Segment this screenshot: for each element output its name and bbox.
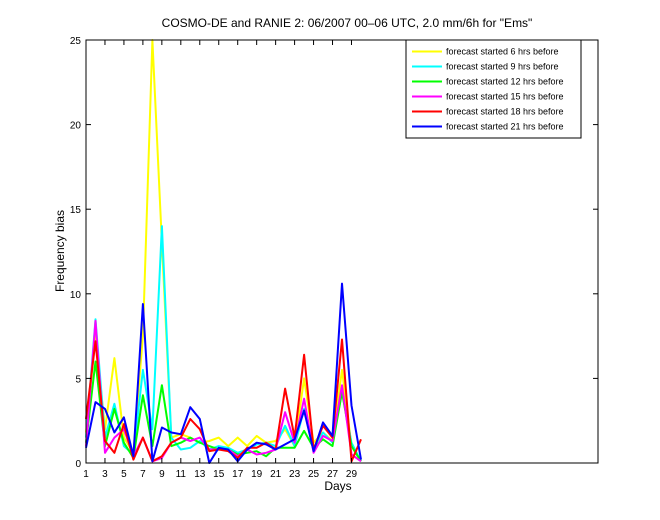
x-tick-label: 25 [308, 469, 320, 480]
x-tick-label: 15 [213, 469, 225, 480]
legend-entry-1: forecast started 6 hrs before [446, 47, 559, 57]
x-tick-label: 7 [140, 469, 146, 480]
y-tick-label: 5 [75, 374, 81, 385]
legend-entry-6: forecast started 21 hrs before [446, 122, 564, 132]
chart-title: COSMO-DE and RANIE 2: 06/2007 00–06 UTC,… [162, 16, 533, 30]
x-tick-label: 29 [346, 469, 358, 480]
legend-box [405, 39, 582, 139]
y-axis-label: Frequency bias [53, 210, 67, 292]
legend-entry-4: forecast started 15 hrs before [446, 92, 564, 102]
x-tick-label: 13 [194, 469, 206, 480]
plot-area-frame [85, 39, 599, 464]
x-tick-label: 9 [159, 469, 165, 480]
x-tick-label: 11 [176, 469, 187, 480]
legend-entry-5: forecast started 18 hrs before [446, 107, 564, 117]
series-layer [85, 39, 362, 464]
y-tick-label: 15 [70, 205, 82, 216]
x-tick-label: 21 [270, 469, 282, 480]
x-tick-label: 23 [289, 469, 301, 480]
x-tick-label: 17 [232, 469, 244, 480]
legend-entry-3: forecast started 12 hrs before [446, 77, 564, 87]
y-tick-label: 25 [70, 36, 82, 47]
legend: forecast started 6 hrs before forecast st… [405, 39, 582, 139]
legend-entry-2: forecast started 9 hrs before [446, 62, 559, 72]
y-tick-label: 20 [70, 121, 82, 132]
series-line-6 [85, 282, 362, 464]
x-tick-label: 3 [102, 469, 108, 480]
x-tick-label: 19 [251, 469, 263, 480]
x-axis-label: Days [324, 479, 351, 493]
y-tick-label: 10 [70, 290, 82, 301]
y-tick-label: 0 [75, 459, 81, 470]
x-tick-label: 27 [327, 469, 339, 480]
x-tick-label: 1 [83, 469, 89, 480]
x-tick-label: 5 [121, 469, 127, 480]
